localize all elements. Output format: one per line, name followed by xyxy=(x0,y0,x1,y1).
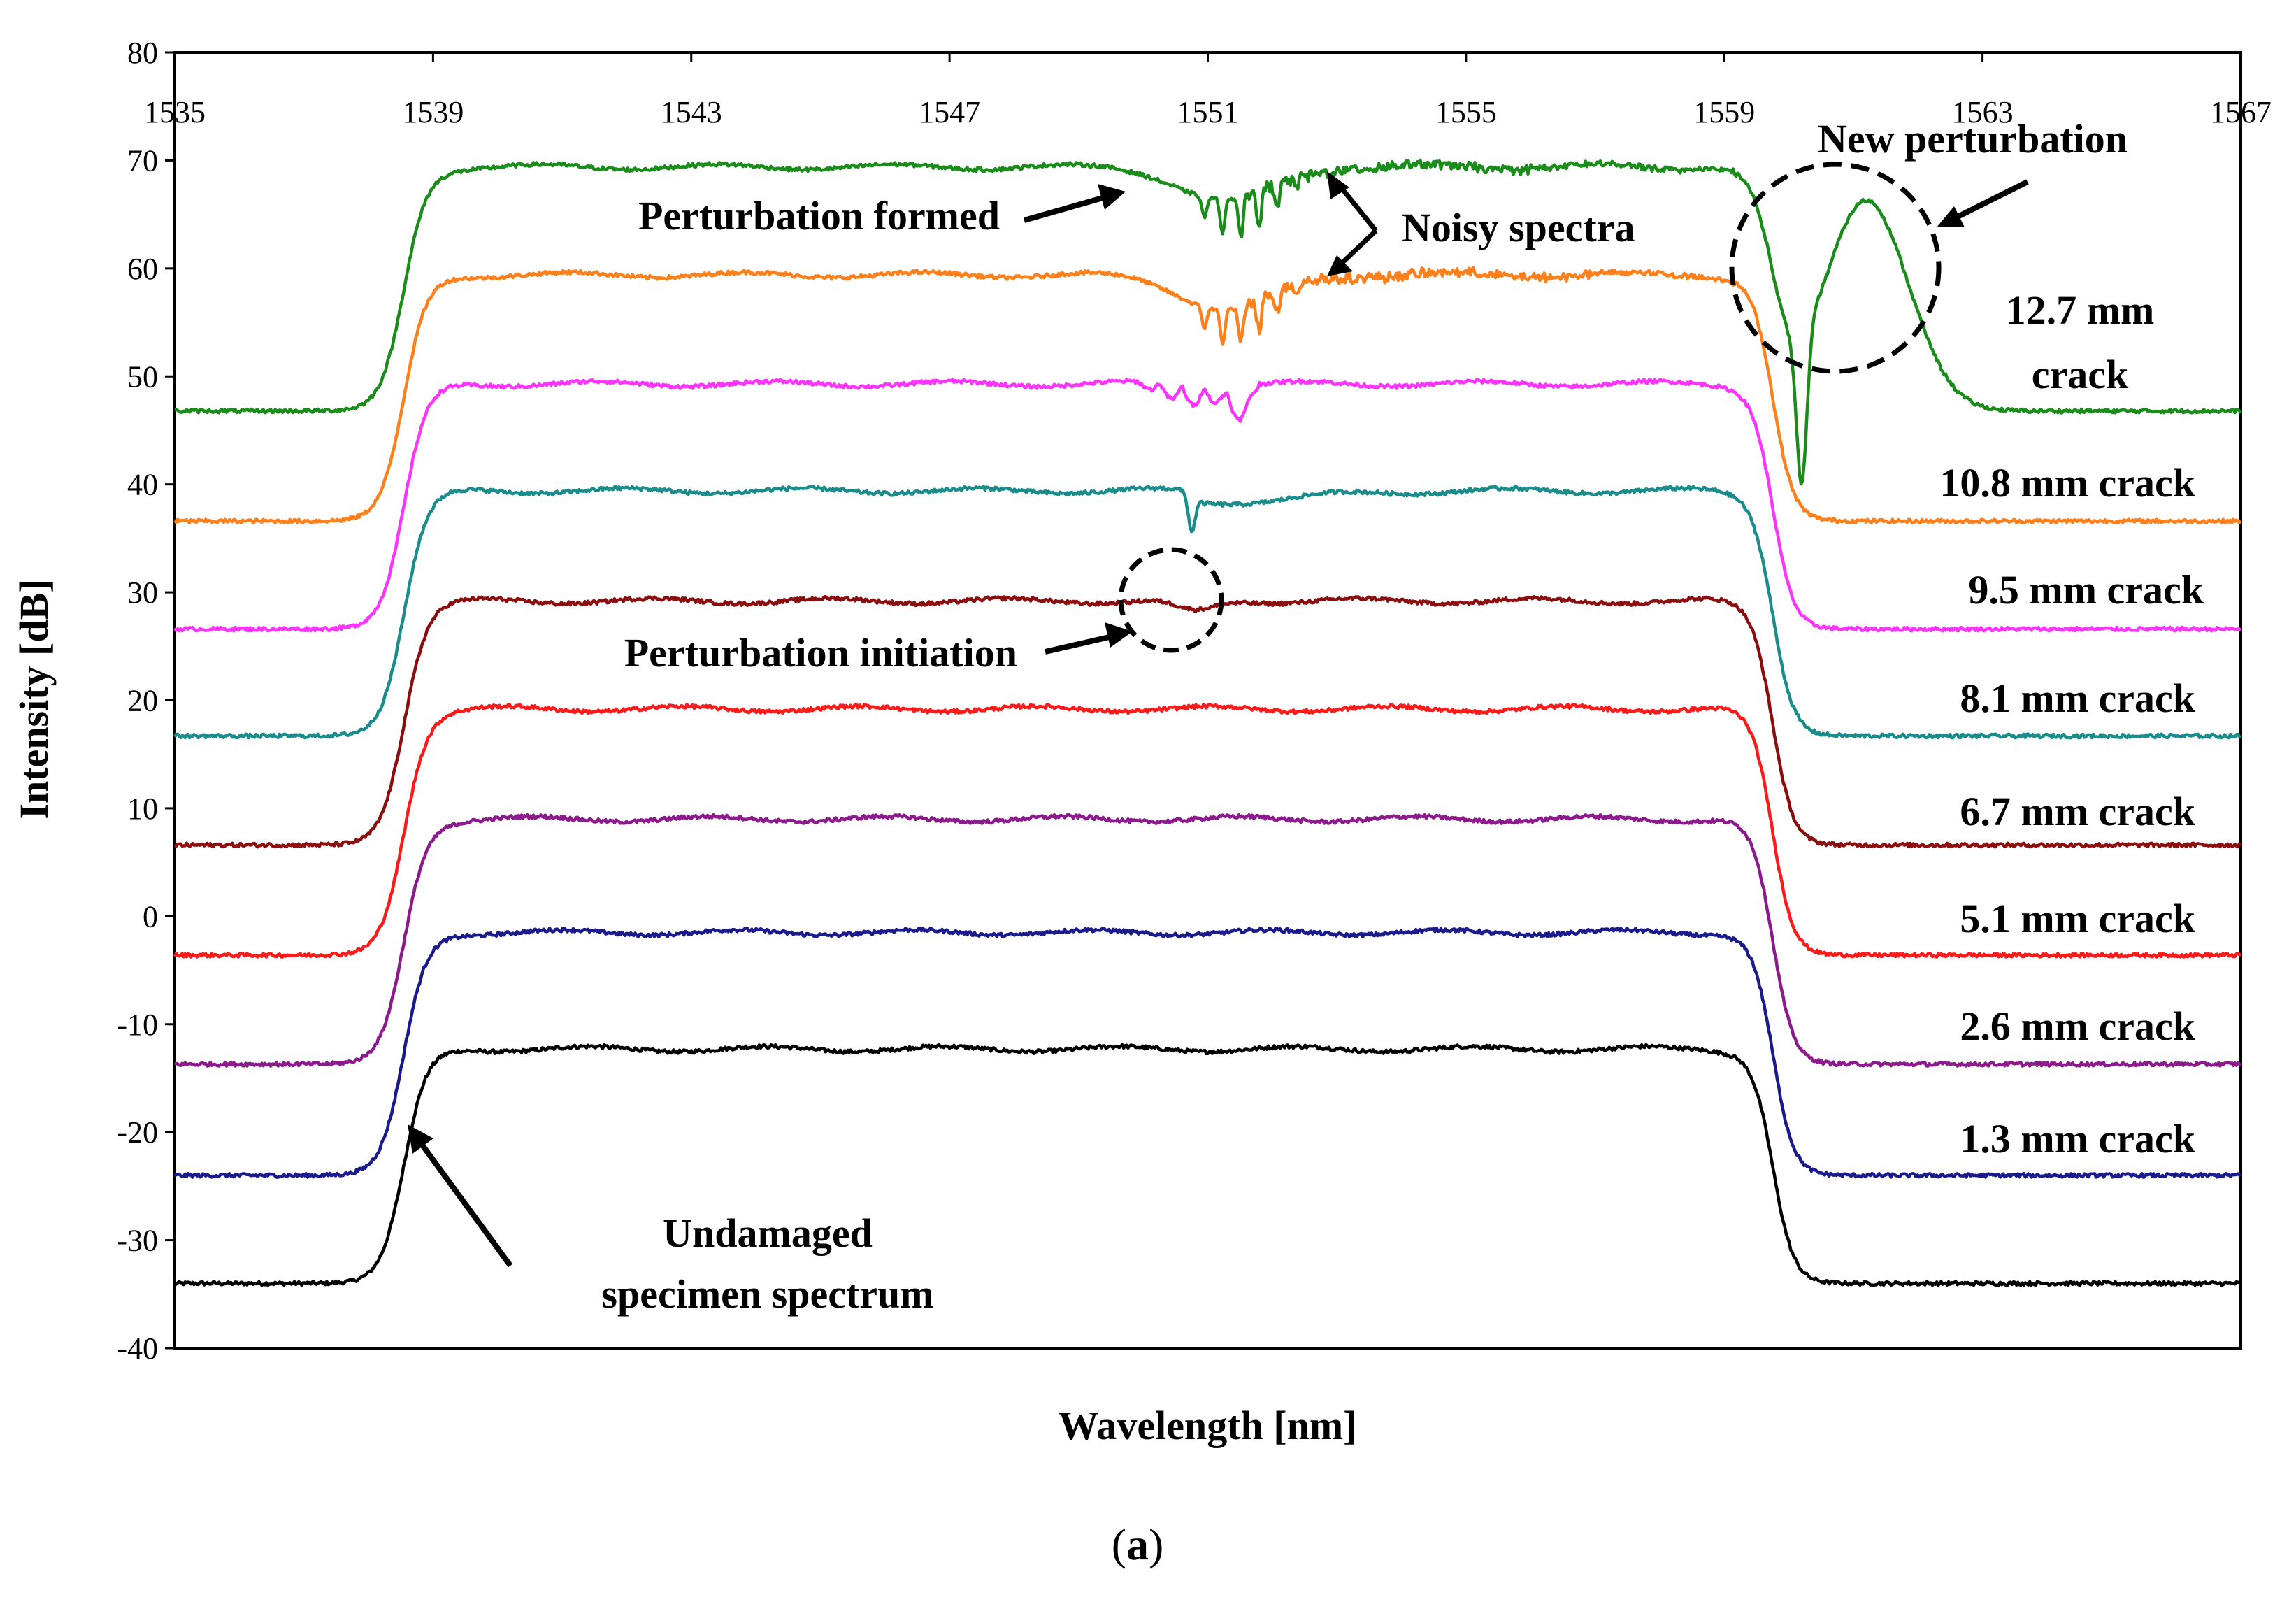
series-label-12-7-line2: crack xyxy=(2032,352,2129,397)
annotation-undamaged-line2: specimen spectrum xyxy=(601,1271,933,1317)
series-line xyxy=(173,266,2242,525)
arrow-new-perturbation xyxy=(1949,179,2029,223)
series-lines xyxy=(173,158,2242,1287)
annotation-noisy-spectra: Noisy spectra xyxy=(1402,205,1635,250)
figure-label-close: ) xyxy=(1149,1519,1163,1569)
y-tick-label: 50 xyxy=(127,359,158,394)
series-label-5-1: 5.1 mm crack xyxy=(1960,896,2195,941)
series-line xyxy=(173,926,2241,1179)
arrow-perturbation-initiation xyxy=(1045,632,1119,655)
figure-label-open: ( xyxy=(1112,1519,1126,1569)
annotation-undamaged-line1: Undamaged xyxy=(663,1210,873,1256)
y-tick-label: 30 xyxy=(127,575,158,610)
x-tick-label: 1551 xyxy=(1177,95,1239,129)
x-tick-label: 1555 xyxy=(1435,95,1497,129)
y-tick-label: 0 xyxy=(143,899,158,934)
x-tick-label: 1539 xyxy=(402,95,464,129)
arrow-undamaged xyxy=(415,1136,513,1268)
y-tick-label: -20 xyxy=(117,1115,158,1150)
y-tick-label: 60 xyxy=(127,252,158,286)
arrowhead-noisy-spectra-upper xyxy=(1327,171,1349,199)
y-axis-ticks: 80 70 60 50 40 30 20 10 0 -10 -20 -30 -40 xyxy=(117,36,175,1366)
series-line xyxy=(173,378,2242,633)
y-tick-label: -40 xyxy=(117,1331,158,1366)
series-line xyxy=(173,703,2241,959)
y-tick-label: 40 xyxy=(127,468,158,502)
series-line xyxy=(173,594,2242,849)
x-tick-label: 1559 xyxy=(1693,95,1755,129)
arrowhead-new-perturbation xyxy=(1937,206,1965,227)
series-label-1-3: 1.3 mm crack xyxy=(1960,1116,2195,1161)
new-perturbation-circle xyxy=(1729,162,1942,374)
arrowhead-perturbation-formed xyxy=(1098,184,1126,210)
arrowhead-noisy-spectra-lower xyxy=(1327,255,1353,276)
series-label-10-8: 10.8 mm crack xyxy=(1939,460,2195,506)
series-label-12-7-line1: 12.7 mm xyxy=(2006,287,2155,333)
x-tick-label: 1543 xyxy=(661,95,722,129)
x-tick-label: 1567 xyxy=(2210,95,2272,129)
x-axis-ticks: 1535 1539 1543 1547 1551 1555 1559 1563 1567 xyxy=(144,52,2272,129)
annotation-new-perturbation: New perturbation xyxy=(1818,116,2128,162)
series-line xyxy=(174,158,2242,486)
y-tick-label: -10 xyxy=(117,1008,158,1042)
figure-label-letter: a xyxy=(1126,1519,1149,1569)
annotation-perturbation-initiation: Perturbation initiation xyxy=(624,630,1017,675)
y-tick-label: 20 xyxy=(127,684,158,718)
x-axis-title: Wavelength [nm] xyxy=(1059,1403,1357,1448)
x-tick-label: 1563 xyxy=(1952,95,2014,129)
x-tick-label: 1547 xyxy=(919,95,980,129)
y-tick-label: -30 xyxy=(117,1224,158,1258)
arrowhead-perturbation-initiation xyxy=(1105,622,1133,648)
series-line xyxy=(173,485,2241,740)
annotation-perturbation-formed: Perturbation formed xyxy=(638,193,1000,238)
series-label-8-1: 8.1 mm crack xyxy=(1960,675,2195,721)
perturbation-initiation-circle xyxy=(1118,547,1224,653)
y-axis-title: Intensity [dB] xyxy=(11,579,57,819)
series-label-9-5: 9.5 mm crack xyxy=(1968,567,2204,613)
y-tick-label: 70 xyxy=(127,143,158,178)
y-tick-label: 80 xyxy=(127,36,158,70)
series-label-6-7: 6.7 mm crack xyxy=(1960,789,2195,834)
series-label-2-6: 2.6 mm crack xyxy=(1960,1003,2195,1049)
x-tick-label: 1535 xyxy=(144,95,206,129)
figure-label: (a) xyxy=(1112,1519,1164,1569)
arrow-perturbation-formed xyxy=(1023,192,1117,223)
y-tick-label: 10 xyxy=(127,792,158,826)
series-line xyxy=(174,813,2242,1068)
series-line xyxy=(173,1043,2241,1287)
arrowhead-undamaged xyxy=(408,1124,433,1154)
